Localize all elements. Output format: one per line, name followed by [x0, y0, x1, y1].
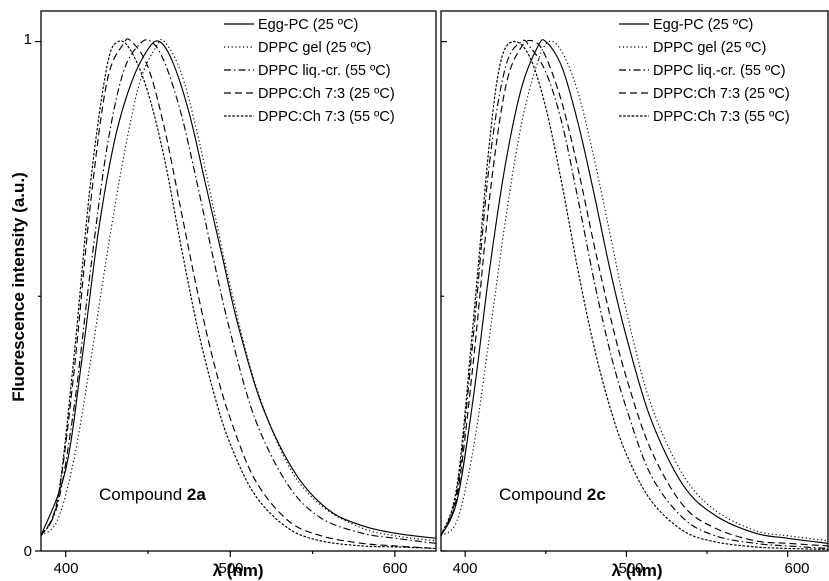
- x-tick-label-400: 400: [452, 560, 477, 577]
- x-tick-label-500: 500: [618, 560, 643, 577]
- legend-entry-1: Egg-PC (25 ºC): [258, 17, 358, 33]
- panel-label: Compound 2c: [499, 485, 606, 504]
- tick-marks: [35, 40, 396, 557]
- legend-entry-1: Egg-PC (25 ºC): [653, 17, 753, 33]
- x-tick-label-600: 600: [784, 560, 809, 577]
- series-line-3: [441, 39, 828, 550]
- plot-frame: [40, 10, 437, 552]
- panel-label-prefix: Compound: [499, 485, 587, 504]
- series-line-1: [41, 40, 436, 539]
- y-tick-label-0: 0: [24, 543, 32, 560]
- panel-label-compound: 2a: [187, 485, 206, 504]
- legend: Egg-PC (25 ºC) DPPC gel (25 ºC) DPPC liq…: [619, 17, 790, 125]
- panel-compound-2a: 1 0 400 500 600 λ (nm) Compound 2a Egg-P…: [24, 10, 437, 580]
- series-line-4: [441, 39, 828, 547]
- legend-entry-3: DPPC liq.-cr. (55 ºC): [258, 63, 391, 79]
- x-axis-unit: (nm): [626, 561, 663, 580]
- series-line-5: [41, 40, 436, 550]
- x-tick-label-500: 500: [218, 560, 243, 577]
- legend-entry-2: DPPC gel (25 ºC): [258, 40, 371, 56]
- y-tick-label-1: 1: [24, 31, 32, 48]
- legend-entry-4: DPPC:Ch 7:3 (25 ºC): [258, 86, 395, 102]
- legend: Egg-PC (25 ºC) DPPC gel (25 ºC) DPPC liq…: [224, 17, 395, 125]
- panel-label: Compound 2a: [99, 485, 206, 504]
- plot-frame: [440, 10, 829, 552]
- legend-entry-2: DPPC gel (25 ºC): [653, 40, 766, 56]
- panel-label-compound: 2c: [587, 485, 606, 504]
- legend-entry-5: DPPC:Ch 7:3 (55 ºC): [653, 109, 790, 125]
- curves: [41, 38, 436, 550]
- x-tick-label-400: 400: [53, 560, 78, 577]
- panel-label-prefix: Compound: [99, 485, 187, 504]
- panel-compound-2c: 400 500 600 λ (nm) Compound 2c Egg-PC (2…: [440, 10, 829, 580]
- series-line-3: [41, 39, 436, 544]
- series-line-1: [441, 39, 828, 544]
- curves: [441, 39, 828, 551]
- series-line-5: [441, 40, 828, 551]
- x-axis-symbol: λ: [611, 561, 621, 580]
- series-line-4: [41, 38, 436, 550]
- legend-entry-4: DPPC:Ch 7:3 (25 ºC): [653, 86, 790, 102]
- x-axis-title: λ (nm): [212, 561, 263, 580]
- x-axis-title: λ (nm): [611, 561, 662, 580]
- x-axis-symbol: λ: [212, 561, 222, 580]
- tick-marks: [441, 40, 789, 557]
- x-tick-label-600: 600: [382, 560, 407, 577]
- y-axis-title: Fluorescence intensity (a.u.): [9, 172, 28, 402]
- legend-entry-3: DPPC liq.-cr. (55 ºC): [653, 63, 786, 79]
- legend-entry-5: DPPC:Ch 7:3 (55 ºC): [258, 109, 395, 125]
- x-axis-unit: (nm): [227, 561, 264, 580]
